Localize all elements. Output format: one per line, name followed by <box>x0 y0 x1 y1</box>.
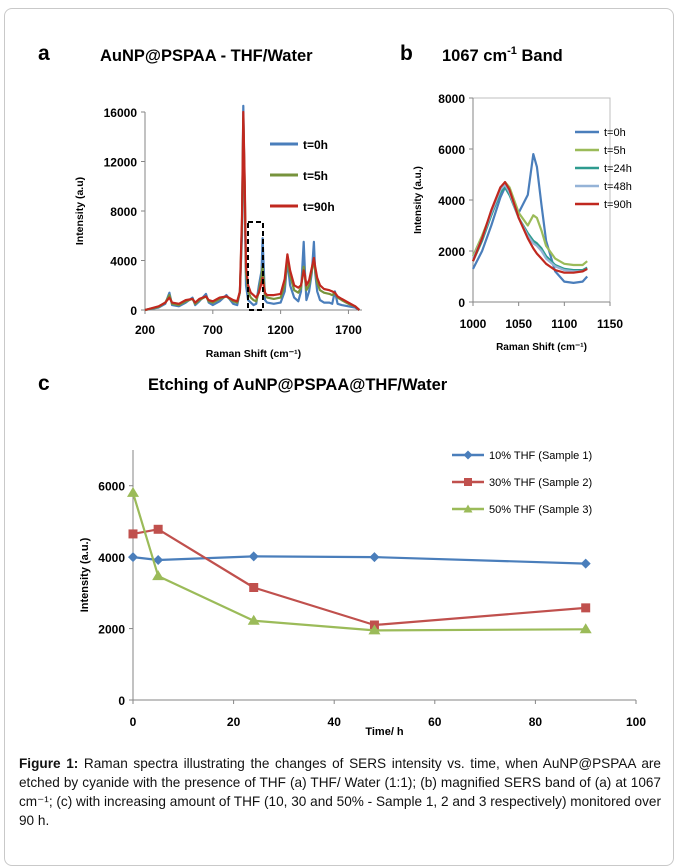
legend-marker <box>463 504 473 513</box>
legend-label: 30% THF (Sample 2) <box>489 477 592 489</box>
panel-letter: a <box>38 42 50 65</box>
y-tick-label: 0 <box>130 304 137 318</box>
x-tick-label: 40 <box>328 715 342 729</box>
caption-label: Figure 1: <box>19 756 79 771</box>
legend-label: t=5h <box>303 169 328 183</box>
data-point <box>368 624 381 635</box>
x-axis-label: Time/ h <box>365 726 404 738</box>
data-point <box>580 558 591 569</box>
data-point <box>581 603 591 613</box>
y-tick-label: 2000 <box>438 245 465 259</box>
y-tick-label: 0 <box>458 296 465 310</box>
legend-label: 10% THF (Sample 1) <box>489 450 592 462</box>
series-line-10-thf-sample-1- <box>132 555 586 565</box>
legend-label: t=90h <box>604 199 632 211</box>
chart-title-rest: Band <box>517 47 563 65</box>
y-axis-label: Intensity (a.u) <box>74 177 86 245</box>
chart-title-main: 1067 cm <box>442 47 507 65</box>
legend-marker <box>464 478 472 486</box>
series-line-t-0h <box>472 153 589 284</box>
x-tick-label: 700 <box>203 323 223 337</box>
data-point <box>249 583 259 592</box>
y-tick-label: 8000 <box>110 205 137 219</box>
legend-marker <box>463 450 473 460</box>
y-tick-label: 6000 <box>98 480 125 494</box>
x-tick-label: 20 <box>227 715 241 729</box>
x-tick-label: 1700 <box>335 323 362 337</box>
x-tick-label: 1150 <box>597 317 623 331</box>
x-tick-label: 60 <box>428 715 442 729</box>
figure-frame <box>4 8 674 866</box>
caption-text: Raman spectra illustrating the changes o… <box>19 756 661 828</box>
y-tick-label: 4000 <box>98 551 125 565</box>
x-tick-label: 1100 <box>551 317 577 331</box>
data-point <box>128 529 138 539</box>
legend-label: t=0h <box>303 138 328 152</box>
y-axis-label: Intensity (a.u.) <box>413 166 424 234</box>
data-point <box>153 555 164 565</box>
series-line-t-90h <box>471 181 588 274</box>
legend-label: t=90h <box>303 200 335 214</box>
x-tick-label: 1000 <box>460 317 487 331</box>
series-line-t-5h <box>471 181 588 267</box>
data-point <box>248 551 259 562</box>
figure-caption: Figure 1: Raman spectra illustrating the… <box>19 754 661 830</box>
legend-label: t=24h <box>604 163 632 175</box>
y-tick-label: 16000 <box>104 106 138 120</box>
data-point <box>153 524 163 534</box>
y-tick-label: 2000 <box>98 623 125 637</box>
data-point <box>152 570 165 581</box>
chart-title-superscript: -1 <box>507 45 517 57</box>
y-tick-label: 0 <box>118 694 125 708</box>
x-tick-label: 1200 <box>267 323 294 337</box>
series-line-30-thf-sample-2- <box>132 528 586 627</box>
data-point <box>579 623 592 634</box>
highlight-box <box>247 221 264 311</box>
x-axis-label: Raman Shift (cm⁻¹) <box>206 348 301 360</box>
chart-title: Etching of AuNP@PSPAA@THF/Water <box>148 376 448 394</box>
y-tick-label: 4000 <box>438 194 465 208</box>
x-axis-label: Raman Shift (cm⁻¹) <box>496 342 587 353</box>
legend-label: t=5h <box>604 145 626 157</box>
data-point <box>128 552 138 563</box>
y-tick-label: 4000 <box>110 255 137 269</box>
y-tick-label: 6000 <box>438 143 465 157</box>
legend-label: t=0h <box>604 127 626 139</box>
y-tick-label: 12000 <box>104 156 138 170</box>
x-tick-label: 100 <box>626 715 646 729</box>
x-tick-label: 0 <box>130 715 137 729</box>
x-tick-label: 80 <box>529 715 543 729</box>
legend-label: 50% THF (Sample 3) <box>489 504 592 516</box>
x-tick-label: 1050 <box>505 317 532 331</box>
y-tick-label: 8000 <box>438 92 465 106</box>
data-point <box>247 614 260 625</box>
x-tick-label: 200 <box>135 323 155 337</box>
legend-label: t=48h <box>604 181 632 193</box>
chart-title: 1067 cm-1 Band <box>442 45 563 65</box>
data-point <box>127 486 139 497</box>
y-axis-label: Intensity (a.u.) <box>79 537 91 612</box>
panel-letter: b <box>400 42 413 65</box>
panel-letter: c <box>38 372 50 395</box>
chart-title: AuNP@PSPAA - THF/Water <box>100 47 313 65</box>
data-point <box>369 552 380 563</box>
